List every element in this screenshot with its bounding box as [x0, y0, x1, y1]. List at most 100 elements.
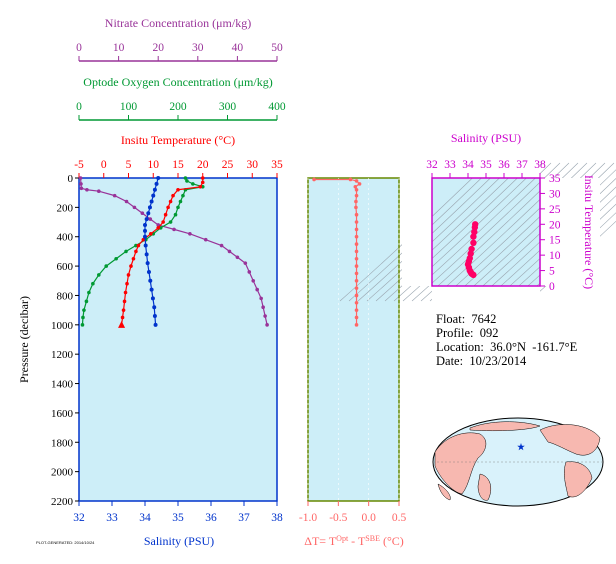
map-land — [437, 483, 451, 501]
pressure-tick-label: 200 — [57, 202, 74, 214]
salinity-point — [144, 217, 149, 222]
dt-point — [312, 177, 316, 182]
ts-point — [470, 239, 477, 246]
dt-point — [354, 242, 359, 246]
dt-point — [354, 212, 359, 217]
temperature-point — [122, 299, 127, 304]
oxygen-point — [124, 249, 128, 254]
density-contour — [384, 162, 534, 302]
temperature-tick-label: 30 — [247, 159, 259, 171]
oxygen-tick-label: 400 — [268, 101, 286, 113]
ts-temperature-tick-label: 15 — [549, 235, 561, 247]
dt-label-part: ΔT= T — [304, 534, 337, 548]
ts-salinity-tick-label: 37 — [516, 159, 528, 171]
nitrate-point — [79, 182, 83, 186]
oxygen-point — [97, 273, 101, 277]
salinity-point — [143, 234, 147, 239]
map-land — [564, 461, 593, 498]
dt-point — [354, 187, 359, 192]
dt-point — [354, 315, 359, 320]
dt-point — [354, 278, 359, 283]
temperature-point — [198, 185, 203, 189]
oxygen-point — [84, 299, 89, 304]
axes — [75, 56, 545, 506]
salinity-point — [148, 278, 153, 283]
temperature-point — [156, 226, 160, 230]
temperature-tick-label: 10 — [148, 159, 160, 171]
pressure-tick-label: 600 — [57, 261, 74, 273]
salinity-tick-label: 35 — [172, 512, 184, 524]
ts-mask-bottom — [432, 286, 540, 316]
nitrate-point — [247, 270, 252, 274]
oxygen-point — [191, 182, 195, 186]
nitrate-tick-label: 0 — [76, 42, 82, 54]
nitrate-tick-label: 50 — [271, 42, 283, 54]
nitrate-point — [203, 237, 208, 242]
dt-label-part: - T — [348, 534, 366, 548]
ts-temperature-tick-label: 10 — [549, 250, 561, 262]
ts-mask-left — [402, 178, 432, 286]
nitrate-point — [235, 255, 240, 260]
ts-temperature-tick-label: 35 — [549, 173, 561, 185]
oxygen-point — [91, 281, 95, 286]
nitrate-point — [263, 314, 267, 318]
pressure-tick-label: 400 — [57, 232, 74, 244]
oxygen-point — [87, 290, 91, 295]
salinity-point — [153, 322, 158, 327]
dt-tick-label: 0.0 — [361, 512, 376, 524]
nitrate-point — [227, 249, 232, 254]
temperature-tick-label: 5 — [126, 159, 132, 171]
density-contour — [366, 162, 516, 302]
oxygen-point — [176, 205, 180, 210]
oxygen-point — [181, 193, 185, 198]
oxygen-point — [185, 179, 189, 183]
salinity-point — [143, 243, 148, 248]
dt-point — [348, 177, 353, 182]
dt-label-superscript: Opt — [336, 534, 349, 543]
map-land — [539, 424, 601, 456]
temperature-point — [200, 180, 205, 185]
profile-number: Profile: 092 — [436, 326, 499, 340]
ts-temperature-tick-label: 30 — [549, 188, 561, 200]
pressure-tick-label: 2200 — [51, 496, 74, 508]
temperature-point — [134, 249, 138, 254]
salinity-point — [145, 261, 150, 266]
float-location: Location: 36.0°N -161.7°E — [436, 340, 578, 354]
ts-point — [471, 224, 479, 231]
temperature-tick-label: 0 — [101, 159, 107, 171]
density-contour — [411, 162, 561, 302]
ts-point — [470, 271, 477, 279]
ts-salinity-tick-label: 32 — [426, 159, 438, 171]
map-land — [469, 421, 541, 432]
oxygen-point — [104, 264, 109, 268]
oxygen-point — [178, 199, 183, 204]
oxygen-point — [158, 226, 163, 230]
salinity-point — [152, 187, 157, 192]
temperature-point — [120, 315, 125, 320]
salinity-tick-label: 37 — [238, 512, 250, 524]
nitrate-point — [243, 261, 248, 265]
ts-point — [470, 233, 477, 240]
ts-mask-right — [540, 178, 600, 286]
nitrate-point — [85, 187, 89, 192]
oxygen-point — [114, 256, 118, 261]
dt-point — [354, 193, 359, 198]
pressure-tick-label: 1800 — [51, 437, 74, 449]
temperature-tick-label: 15 — [172, 159, 184, 171]
nitrate-point — [97, 189, 101, 194]
oxygen-point — [82, 308, 86, 312]
nitrate-tick-label: 10 — [113, 42, 125, 54]
oxygen-point — [168, 220, 173, 224]
nitrate-point — [265, 323, 269, 327]
ts-salinity-tick-label: 36 — [498, 159, 510, 171]
salinity-point — [147, 205, 152, 210]
density-contour — [393, 162, 543, 302]
oxygen-tick-label: 200 — [169, 101, 187, 113]
salinity-point — [144, 252, 149, 257]
dt-point — [354, 300, 359, 305]
ts-salinity-title: Salinity (PSU) — [451, 131, 521, 145]
oxygen-tick-label: 300 — [219, 101, 237, 113]
nitrate-point — [124, 199, 129, 204]
nitrate-point — [132, 205, 137, 210]
float-location-star — [517, 443, 525, 451]
